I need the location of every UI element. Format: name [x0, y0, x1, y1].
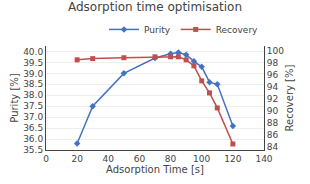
svg-text:98: 98 — [267, 58, 279, 68]
svg-text:86: 86 — [267, 130, 279, 140]
svg-text:94: 94 — [267, 82, 279, 92]
svg-text:38.5: 38.5 — [23, 79, 43, 89]
svg-text:Recovery [%]: Recovery [%] — [284, 64, 295, 131]
svg-text:37.5: 37.5 — [23, 101, 43, 111]
svg-text:84: 84 — [267, 142, 279, 152]
svg-text:140: 140 — [255, 154, 272, 164]
svg-text:60: 60 — [134, 154, 146, 164]
svg-text:88: 88 — [267, 118, 279, 128]
svg-text:92: 92 — [267, 94, 278, 104]
svg-text:120: 120 — [224, 154, 241, 164]
svg-text:36.5: 36.5 — [23, 123, 43, 133]
svg-text:35.5: 35.5 — [23, 145, 43, 155]
svg-text:Purity [%]: Purity [%] — [9, 73, 20, 123]
svg-text:38.0: 38.0 — [23, 90, 43, 100]
svg-text:39.0: 39.0 — [23, 69, 43, 79]
svg-text:Adsorption Time [s]: Adsorption Time [s] — [106, 164, 204, 175]
svg-text:Adsorption time optimisation: Adsorption time optimisation — [68, 0, 242, 14]
svg-text:37.0: 37.0 — [23, 112, 43, 122]
svg-text:96: 96 — [267, 70, 279, 80]
svg-text:39.5: 39.5 — [23, 58, 43, 68]
svg-text:Purity: Purity — [144, 25, 171, 35]
svg-text:80: 80 — [165, 154, 177, 164]
svg-text:100: 100 — [193, 154, 210, 164]
svg-text:90: 90 — [267, 106, 279, 116]
svg-text:20: 20 — [71, 154, 83, 164]
svg-text:0: 0 — [43, 154, 49, 164]
svg-text:Recovery: Recovery — [216, 25, 258, 35]
svg-text:100: 100 — [267, 46, 284, 56]
svg-text:36.0: 36.0 — [23, 134, 43, 144]
svg-text:40: 40 — [103, 154, 115, 164]
svg-text:40.0: 40.0 — [23, 47, 43, 57]
